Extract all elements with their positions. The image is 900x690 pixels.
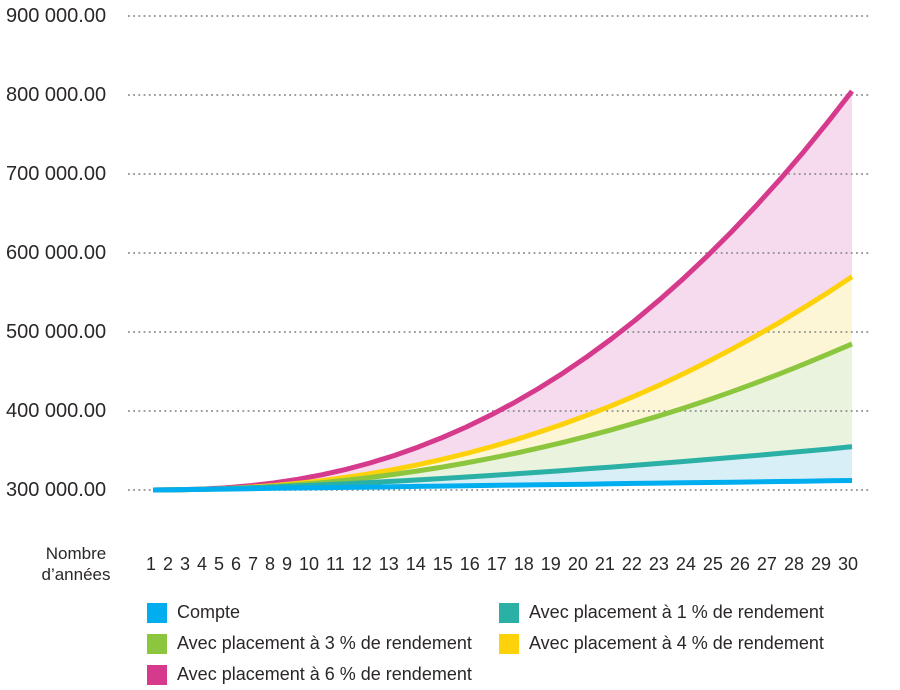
legend-label: Avec placement à 3 % de rendement [177, 633, 472, 653]
x-tick-label: 5 [214, 554, 225, 574]
y-tick-label: 500 000.00 [6, 321, 107, 343]
series-area-2 [153, 343, 852, 490]
x-tick-label: 13 [378, 554, 399, 574]
legend-label: Avec placement à 1 % de rendement [529, 602, 824, 622]
x-tick-label: 27 [756, 554, 777, 574]
x-tick-label: 30 [837, 554, 858, 574]
y-tick-label: 400 000.00 [6, 400, 107, 422]
y-tick-label: 300 000.00 [6, 479, 107, 501]
legend-swatch-icon [147, 633, 167, 654]
legend-swatch-icon [499, 602, 519, 623]
x-tick-label: 16 [459, 554, 480, 574]
x-tick-label: 1 [146, 554, 157, 574]
legend-item-2: Avec placement à 3 % de rendement [147, 633, 499, 654]
y-tick-label: 600 000.00 [6, 242, 107, 264]
legend-swatch-icon [499, 633, 519, 654]
legend-swatch-icon [147, 602, 167, 623]
x-tick-label: 28 [783, 554, 804, 574]
legend-item-1: Avec placement à 1 % de rendement [499, 602, 824, 623]
x-tick-label: 29 [810, 554, 831, 574]
x-tick-label: 10 [299, 554, 320, 574]
legend-label: Avec placement à 6 % de rendement [177, 664, 472, 684]
x-tick-label: 25 [702, 554, 723, 574]
plot-area [128, 15, 870, 493]
legend-item-3: Avec placement à 4 % de rendement [499, 633, 824, 654]
x-tick-label: 11 [326, 554, 345, 574]
y-tick-label: 800 000.00 [6, 84, 107, 106]
x-tick-label: 7 [248, 554, 259, 574]
x-tick-label: 14 [405, 554, 426, 574]
x-tick-label: 18 [513, 554, 534, 574]
legend-swatch-icon [147, 664, 167, 685]
legend-label: Compte [177, 602, 241, 622]
x-tick-label: 2 [163, 554, 174, 574]
x-axis-labels: 1 2 3 4 5 6 7 8 9 10 11 12 13 14 15 16 17 18 19 20 21 22 23 24 2… [146, 554, 858, 575]
x-tick-label: 12 [351, 554, 372, 574]
x-tick-label: 19 [540, 554, 561, 574]
x-tick-label: 15 [432, 554, 453, 574]
x-axis-title-line1: Nombre [45, 544, 107, 563]
series-line-0 [152, 478, 853, 493]
x-tick-label: 17 [486, 554, 507, 574]
y-tick-label: 700 000.00 [6, 163, 107, 185]
legend-item-4: Avec placement à 6 % de rendement [147, 664, 499, 685]
x-tick-label: 3 [180, 554, 191, 574]
x-tick-label: 6 [231, 554, 242, 574]
x-tick-label: 8 [265, 554, 276, 574]
x-tick-label: 21 [594, 554, 615, 574]
x-tick-label: 24 [675, 554, 696, 574]
x-tick-label: 22 [621, 554, 642, 574]
x-axis-title-line2: d’années [41, 565, 111, 584]
legend-label: Avec placement à 4 % de rendement [529, 633, 824, 653]
y-tick-label: 900 000.00 [6, 5, 107, 27]
x-tick-label: 4 [197, 554, 208, 574]
x-tick-label: 20 [567, 554, 588, 574]
x-tick-label: 9 [282, 554, 293, 574]
x-tick-label: 23 [648, 554, 669, 574]
x-tick-label: 26 [729, 554, 750, 574]
series-area-1 [153, 446, 852, 490]
legend-item-0: Compte [147, 602, 499, 623]
x-axis-title: Nombre d’années [30, 543, 122, 585]
legend: Compte Avec placement à 1 % de rendement A… [147, 602, 824, 685]
